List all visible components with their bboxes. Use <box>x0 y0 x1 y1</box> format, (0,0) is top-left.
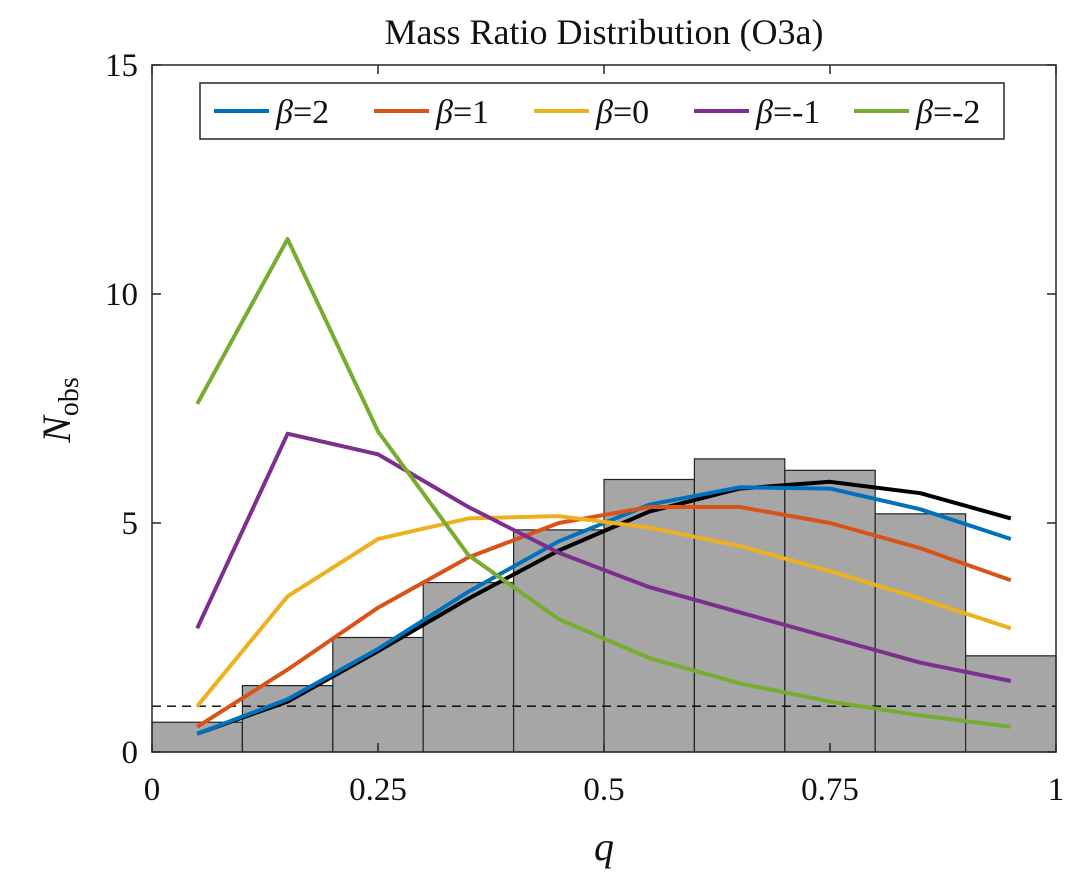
plot-area <box>151 64 1057 753</box>
y-tick-label: 5 <box>122 506 139 542</box>
x-axis-label: q <box>594 824 614 869</box>
histogram-bar <box>964 655 1057 753</box>
legend-label: β=1 <box>435 94 489 131</box>
legend-item: β=1 <box>374 94 489 131</box>
series-lines <box>195 237 1012 736</box>
legend-item: β=-1 <box>694 94 820 131</box>
legend-item: β=-2 <box>854 94 980 131</box>
x-tick-label: 1 <box>1048 772 1065 808</box>
axis-ticks <box>151 64 1057 753</box>
series-line <box>195 514 1012 708</box>
y-tick-label: 15 <box>105 48 138 84</box>
series-line <box>195 431 1012 683</box>
histogram-bar <box>603 478 696 753</box>
legend-label: β=0 <box>595 94 649 131</box>
legend-item: β=0 <box>534 94 649 131</box>
y-tick-label: 0 <box>122 735 139 771</box>
histogram-bar <box>241 684 334 753</box>
histogram-bar <box>422 581 515 753</box>
x-tick-label: 0.75 <box>801 772 859 808</box>
x-tick-label: 0.5 <box>583 772 624 808</box>
y-tick-labels: 0 5 10 15 <box>105 48 138 771</box>
histogram-bar <box>332 636 424 753</box>
legend: β=2 β=1 β=0 β=-1 β=-2 <box>199 82 1005 140</box>
legend-label: β=-1 <box>755 94 820 131</box>
legend-item: β=2 <box>214 94 329 131</box>
y-axis-label: Nobs <box>34 377 85 444</box>
x-tick-label: 0 <box>144 772 161 808</box>
x-tick-label: 0.25 <box>349 772 407 808</box>
series-line <box>195 237 1012 729</box>
legend-label: β=2 <box>275 94 329 131</box>
legend-items: β=2 β=1 β=0 β=-1 β=-2 <box>214 94 980 131</box>
legend-label: β=-2 <box>915 94 980 131</box>
y-axis-label-subscript: obs <box>54 377 85 416</box>
y-axis-label-main: N <box>34 414 79 444</box>
y-tick-label: 10 <box>105 277 138 313</box>
chart-title: Mass Ratio Distribution (O3a) <box>385 12 824 52</box>
series-line <box>196 505 1012 729</box>
x-tick-labels: 0 0.25 0.5 0.75 1 <box>144 772 1065 808</box>
histogram-bar <box>784 469 876 753</box>
